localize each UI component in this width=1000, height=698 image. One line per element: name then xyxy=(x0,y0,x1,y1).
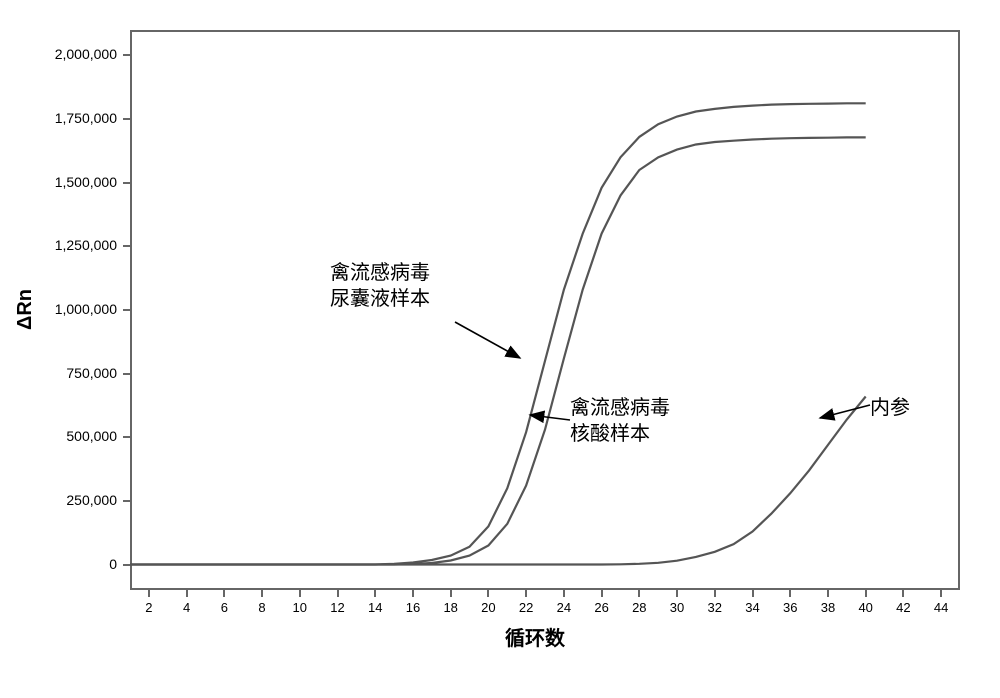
x-tick-label: 22 xyxy=(511,600,541,615)
y-tick-mark xyxy=(123,245,130,247)
x-tick-label: 38 xyxy=(813,600,843,615)
x-tick-label: 24 xyxy=(549,600,579,615)
x-tick-mark xyxy=(789,590,791,597)
amplification-chart: ΔRn 循环数 0250,000500,000750,0001,000,0001… xyxy=(0,0,1000,698)
x-tick-mark xyxy=(827,590,829,597)
y-tick-label: 500,000 xyxy=(0,428,117,444)
x-tick-mark xyxy=(186,590,188,597)
x-tick-label: 26 xyxy=(587,600,617,615)
x-tick-label: 8 xyxy=(247,600,277,615)
x-tick-label: 16 xyxy=(398,600,428,615)
anno-internal: 内参 xyxy=(870,395,910,421)
x-tick-mark xyxy=(299,590,301,597)
y-tick-mark xyxy=(123,118,130,120)
y-tick-mark xyxy=(123,54,130,56)
x-tick-label: 18 xyxy=(436,600,466,615)
x-tick-mark xyxy=(676,590,678,597)
y-tick-label: 1,750,000 xyxy=(0,110,117,126)
x-tick-mark xyxy=(752,590,754,597)
x-tick-mark xyxy=(902,590,904,597)
x-axis-label: 循环数 xyxy=(505,622,565,651)
x-tick-mark xyxy=(223,590,225,597)
x-tick-label: 14 xyxy=(360,600,390,615)
x-tick-mark xyxy=(714,590,716,597)
x-tick-mark xyxy=(148,590,150,597)
y-tick-label: 250,000 xyxy=(0,492,117,508)
x-tick-label: 4 xyxy=(172,600,202,615)
anno-nucleic: 禽流感病毒核酸样本 xyxy=(570,395,670,447)
x-tick-label: 42 xyxy=(888,600,918,615)
x-tick-label: 34 xyxy=(738,600,768,615)
plot-area xyxy=(130,30,960,590)
x-tick-label: 2 xyxy=(134,600,164,615)
x-tick-mark xyxy=(412,590,414,597)
y-tick-label: 1,500,000 xyxy=(0,174,117,190)
y-tick-mark xyxy=(123,182,130,184)
x-tick-label: 12 xyxy=(323,600,353,615)
x-tick-label: 44 xyxy=(926,600,956,615)
y-tick-label: 0 xyxy=(0,556,117,572)
y-tick-mark xyxy=(123,373,130,375)
y-tick-mark xyxy=(123,564,130,566)
x-tick-mark xyxy=(940,590,942,597)
x-tick-label: 10 xyxy=(285,600,315,615)
x-tick-mark xyxy=(865,590,867,597)
y-tick-mark xyxy=(123,309,130,311)
x-tick-label: 6 xyxy=(209,600,239,615)
x-tick-label: 30 xyxy=(662,600,692,615)
x-tick-mark xyxy=(450,590,452,597)
x-tick-mark xyxy=(638,590,640,597)
x-tick-mark xyxy=(374,590,376,597)
y-tick-label: 1,250,000 xyxy=(0,237,117,253)
x-tick-mark xyxy=(601,590,603,597)
y-tick-mark xyxy=(123,500,130,502)
x-tick-label: 32 xyxy=(700,600,730,615)
x-tick-label: 40 xyxy=(851,600,881,615)
x-tick-mark xyxy=(525,590,527,597)
x-tick-mark xyxy=(337,590,339,597)
anno-allantoic: 禽流感病毒尿囊液样本 xyxy=(330,260,430,312)
y-tick-mark xyxy=(123,436,130,438)
y-tick-label: 2,000,000 xyxy=(0,46,117,62)
x-tick-mark xyxy=(487,590,489,597)
x-tick-mark xyxy=(563,590,565,597)
x-tick-label: 28 xyxy=(624,600,654,615)
x-tick-label: 20 xyxy=(473,600,503,615)
x-tick-label: 36 xyxy=(775,600,805,615)
y-tick-label: 750,000 xyxy=(0,365,117,381)
x-tick-mark xyxy=(261,590,263,597)
y-tick-label: 1,000,000 xyxy=(0,301,117,317)
